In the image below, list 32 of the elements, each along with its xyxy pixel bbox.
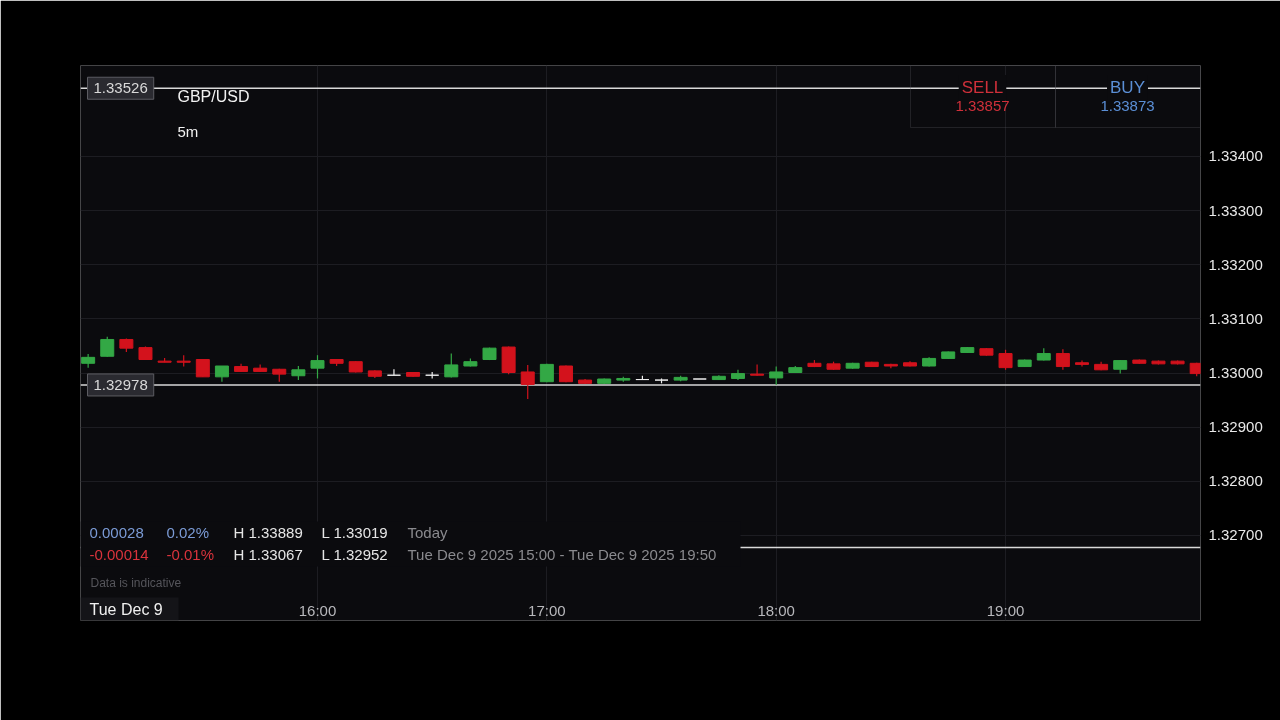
y-tick-label: 1.33200	[1208, 255, 1263, 273]
ref-line-label: 1.32978	[93, 375, 148, 393]
x-tick-label: 18:00	[757, 601, 795, 619]
x-tick-label: 16:00	[298, 601, 337, 619]
annotation: L 1.33019	[321, 524, 388, 541]
text: 5m	[177, 123, 199, 140]
annotation: H 1.33889	[233, 524, 303, 541]
y-tick-label: 1.32900	[1208, 418, 1263, 436]
y-tick-label: 1.33000	[1208, 364, 1263, 382]
annotation: 1.33873	[1100, 96, 1155, 114]
annotation: Data is indicative	[90, 575, 182, 590]
ref-line-label: 1.33526	[93, 79, 148, 97]
y-tick-label: 1.33300	[1208, 201, 1263, 219]
text: GBP/USD	[177, 88, 250, 105]
annotation: BUY	[1110, 78, 1145, 97]
y-tick-label: 1.32700	[1208, 526, 1263, 544]
annotation: 0.02%	[166, 524, 210, 541]
annotation: -0.01%	[166, 546, 215, 563]
annotation: -0.00014	[89, 545, 149, 563]
x-tick-label: 17:00	[528, 601, 566, 619]
x-tick-label: 19:00	[986, 601, 1025, 619]
y-tick-label: 1.33400	[1208, 147, 1263, 165]
annotation: SELL	[961, 78, 1004, 97]
annotation: 1.33857	[955, 96, 1010, 114]
y-tick-label: 1.33100	[1208, 309, 1263, 327]
annotation: 0.00028	[89, 523, 144, 541]
annotation: H 1.33067	[233, 546, 303, 563]
annotation: Tue Dec 9	[89, 601, 163, 618]
annotation: Tue Dec 9 2025 15:00 - Tue Dec 9 2025 19:50	[407, 546, 717, 563]
annotation: Today	[407, 524, 449, 541]
annotation: L 1.32952	[321, 546, 388, 563]
y-tick-label: 1.32800	[1208, 472, 1263, 490]
